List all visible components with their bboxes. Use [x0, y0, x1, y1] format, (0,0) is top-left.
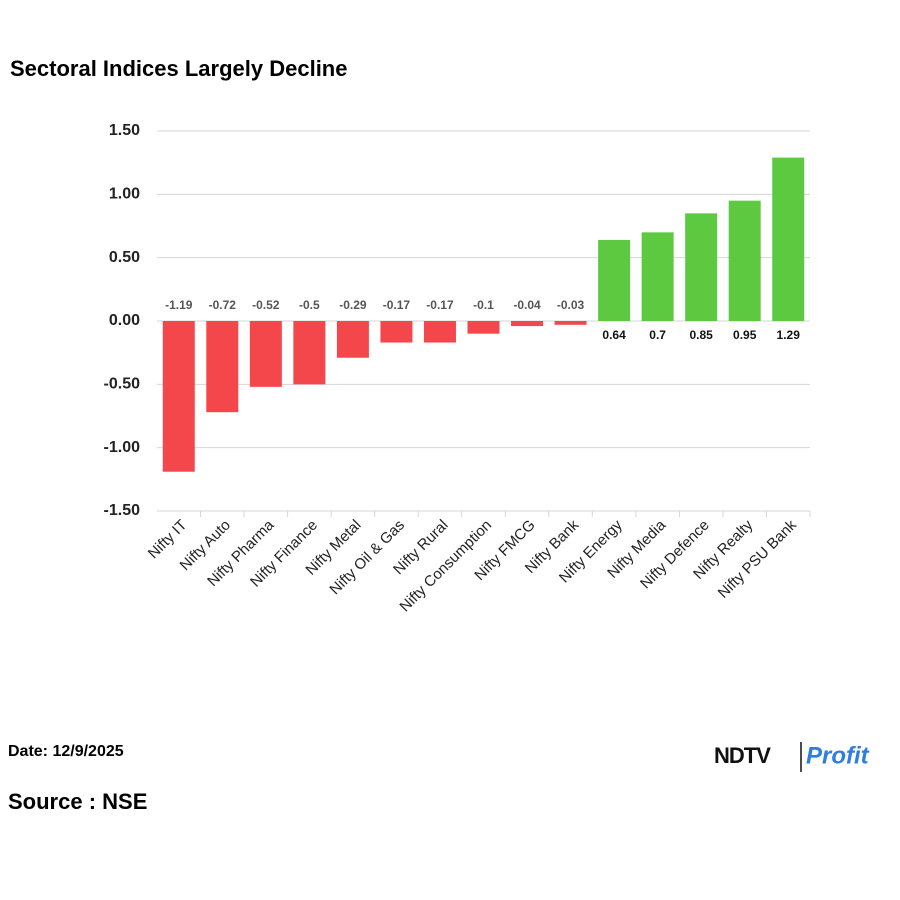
bar — [511, 321, 544, 327]
bar — [728, 200, 761, 321]
y-tick-label: 0.50 — [109, 249, 140, 266]
bar — [685, 213, 718, 321]
y-tick-label: -1.00 — [104, 439, 141, 456]
y-tick-label: 1.00 — [109, 186, 140, 203]
date: Date: 12/9/2025 — [8, 743, 124, 760]
data-label: 1.29 — [777, 328, 801, 342]
bar — [423, 321, 456, 343]
data-label: -0.04 — [513, 298, 541, 312]
data-label: -0.52 — [252, 298, 280, 312]
chart-title: Sectoral Indices Largely Decline — [10, 56, 347, 81]
data-label: 0.95 — [733, 328, 757, 342]
data-label: -0.1 — [473, 298, 494, 312]
data-label: 0.85 — [689, 328, 713, 342]
source: Source : NSE — [8, 789, 147, 814]
bar — [554, 321, 587, 325]
bar — [336, 321, 369, 358]
y-tick-label: -0.50 — [104, 376, 141, 393]
x-tick-label: Nifty PSU Bank — [715, 516, 800, 601]
data-label: 0.64 — [602, 328, 626, 342]
y-tick-label: -1.50 — [104, 502, 141, 519]
bar — [598, 239, 631, 321]
data-label: -0.72 — [209, 298, 237, 312]
bar — [380, 321, 413, 343]
data-label: 0.7 — [649, 328, 666, 342]
bar — [293, 321, 326, 385]
data-label: -0.03 — [557, 298, 585, 312]
data-label: -0.17 — [383, 298, 411, 312]
data-label: -1.19 — [165, 298, 193, 312]
data-label: -0.17 — [426, 298, 454, 312]
logo-ndtv: NDTV — [714, 743, 771, 768]
bar — [467, 321, 500, 334]
y-tick-label: 1.50 — [109, 122, 140, 139]
bar — [641, 232, 674, 321]
bar — [206, 321, 239, 413]
bar — [162, 321, 195, 472]
y-tick-label: 0.00 — [109, 312, 140, 329]
data-label: -0.5 — [299, 298, 320, 312]
bar — [772, 157, 805, 321]
x-tick-label: Nifty Oil & Gas — [326, 517, 408, 599]
logo-profit: Profit — [806, 742, 870, 769]
bar — [249, 321, 282, 387]
data-label: -0.29 — [339, 298, 367, 312]
